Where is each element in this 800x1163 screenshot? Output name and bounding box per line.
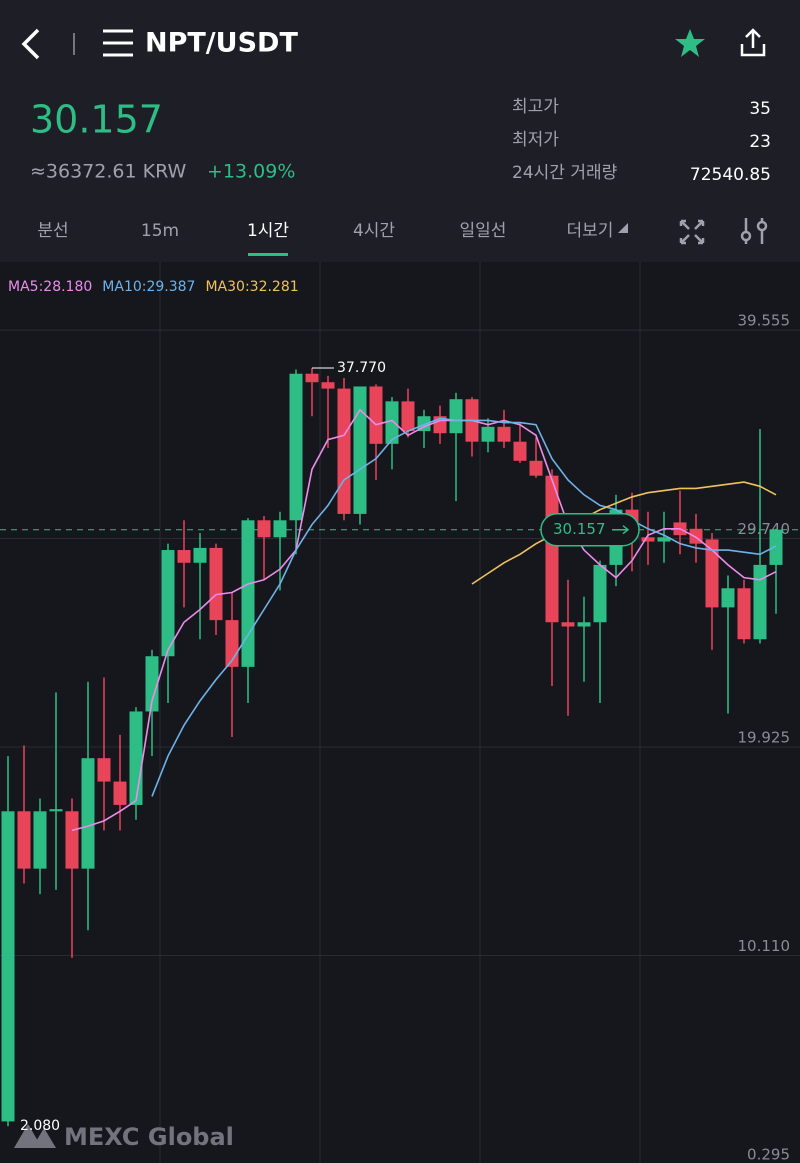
candle-body [305,373,319,383]
y-tick-label: 19.925 [738,729,791,747]
candle-body [593,564,607,623]
candle-body [529,460,543,476]
back-button[interactable] [21,28,40,60]
candle-body [49,809,63,812]
ma-line [71,408,777,832]
candle-body [577,622,591,627]
price-tag-label: 30.157 [553,520,606,538]
stat-value: 35 [749,99,771,119]
candle-body [721,588,735,608]
candle-body [17,811,31,869]
tab-underline [248,253,288,256]
favorite-star[interactable] [675,29,705,57]
price-change: +13.09% [207,161,295,183]
legend-entry: MA30:32.281 [205,279,298,295]
candle-body [657,537,671,542]
ma-line [151,417,777,797]
pair-title: NPT/USDT [145,28,298,59]
candle-body [97,758,111,782]
tab[interactable]: 15m [141,221,179,241]
candle-body [705,539,719,608]
settings-icon[interactable] [740,218,768,244]
last-price: 30.157 [30,98,163,142]
candle-body [753,564,767,640]
candle-body [129,711,143,805]
y-tick-label: 39.555 [738,312,791,330]
price-tag [540,512,640,547]
watermark: MEXC Global [64,1123,234,1151]
share-icon[interactable] [740,28,766,57]
tab[interactable]: 더보기 [567,221,614,241]
candle-body [273,520,287,538]
candle-body [641,537,655,542]
candle-body [401,401,415,432]
stat-value: 72540.85 [690,165,771,185]
stat-label: 최고가 [512,97,559,117]
candle-body [545,475,559,623]
watermark-logo [14,1124,56,1148]
candle-body [353,386,367,514]
y-tick-label: 10.110 [738,937,791,955]
max-label: 37.770 [337,360,386,376]
tab[interactable]: 1시간 [247,221,289,241]
tab[interactable]: 4시간 [353,221,395,241]
candle-body [481,426,495,442]
candle-body [209,547,223,621]
candle-body [81,758,95,869]
candle-body [193,547,207,563]
candle-body [113,781,127,805]
candle-body [161,550,175,657]
candle-body [769,529,783,565]
candle-body [513,441,527,461]
krw-price: ≈36372.61 KRW [30,161,187,183]
price-tag-arrow [612,525,630,535]
menu-icon[interactable] [103,29,133,57]
stat-label: 최저가 [512,130,559,150]
tab[interactable]: 분선 [37,221,68,241]
fullscreen-icon[interactable] [679,219,705,245]
candle-body [1,811,15,1122]
candle-body [65,811,79,869]
candle-body [449,399,463,434]
more-caret [618,223,628,233]
candle-body [337,388,351,514]
candle-body [145,656,159,712]
candle-body [289,373,303,521]
candle-body [417,416,431,432]
tab[interactable]: 일일선 [460,221,507,241]
candle-body [561,622,575,627]
ma-line [471,481,777,585]
candle-body [321,382,335,389]
candle-body [257,520,271,538]
candle-body [177,550,191,563]
chart-bg [0,262,800,1163]
vertical-grid [159,262,641,1163]
candle-body [737,588,751,640]
candle-body [241,520,255,667]
stat-value: 23 [749,132,771,152]
legend-entry: MA10:29.387 [102,279,195,295]
min-label: 2.080 [20,1118,60,1134]
header-bg [0,0,800,262]
candle-body [33,811,47,869]
stat-label: 24시간 거래량 [512,163,618,183]
y-tick-label: 0.295 [747,1146,790,1163]
candle-body [385,401,399,444]
candle-body [369,386,383,444]
candle-body [497,426,511,442]
legend-entry: MA5:28.180 [8,279,92,295]
